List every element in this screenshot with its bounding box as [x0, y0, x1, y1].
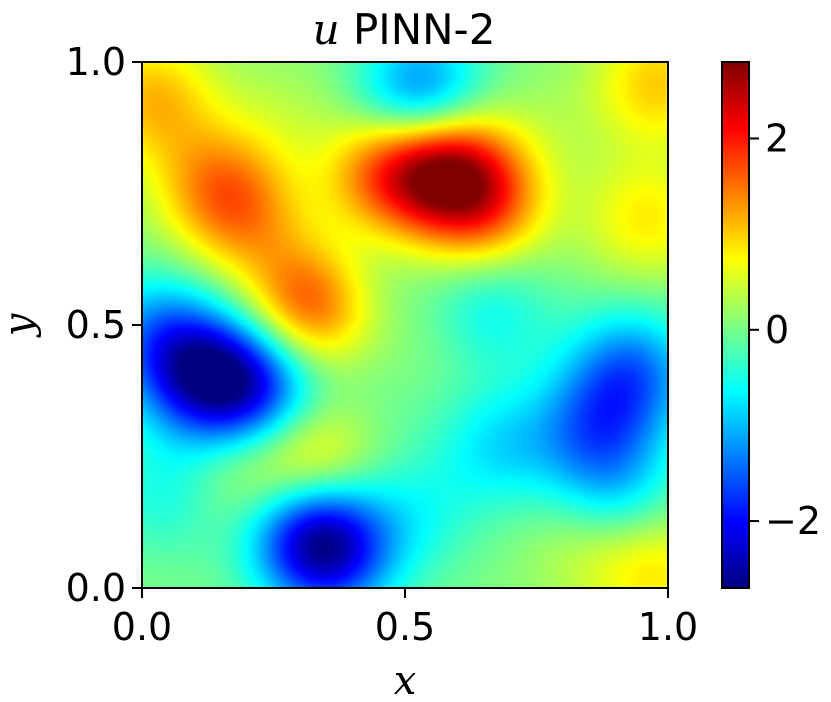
x-axis-label: x	[394, 658, 417, 702]
y-tick-label-0: 0.0	[66, 566, 126, 610]
colorbar-tick-label-2: 2	[765, 117, 789, 161]
heatmap-field	[142, 62, 668, 588]
x-axis-ticks: 0.0 0.5 1.0	[112, 588, 698, 649]
colorbar-ticks: −2 0 2	[749, 117, 821, 543]
colorbar	[721, 61, 750, 589]
y-tick-label-1: 0.5	[66, 303, 126, 347]
x-tick-label-1: 0.5	[375, 605, 435, 649]
colorbar-tick-label-1: 0	[765, 308, 789, 352]
y-axis-label: y	[0, 312, 42, 338]
heatmap-image	[142, 62, 668, 588]
y-axis-ticks: 0.0 0.5 1.0	[66, 40, 142, 610]
x-tick-label-0: 0.0	[112, 605, 172, 649]
y-tick-label-2: 1.0	[66, 40, 126, 84]
colorbar-tick-label-0: −2	[765, 499, 821, 543]
x-tick-label-2: 1.0	[638, 605, 698, 649]
chart-title: u PINN-2	[313, 5, 496, 54]
